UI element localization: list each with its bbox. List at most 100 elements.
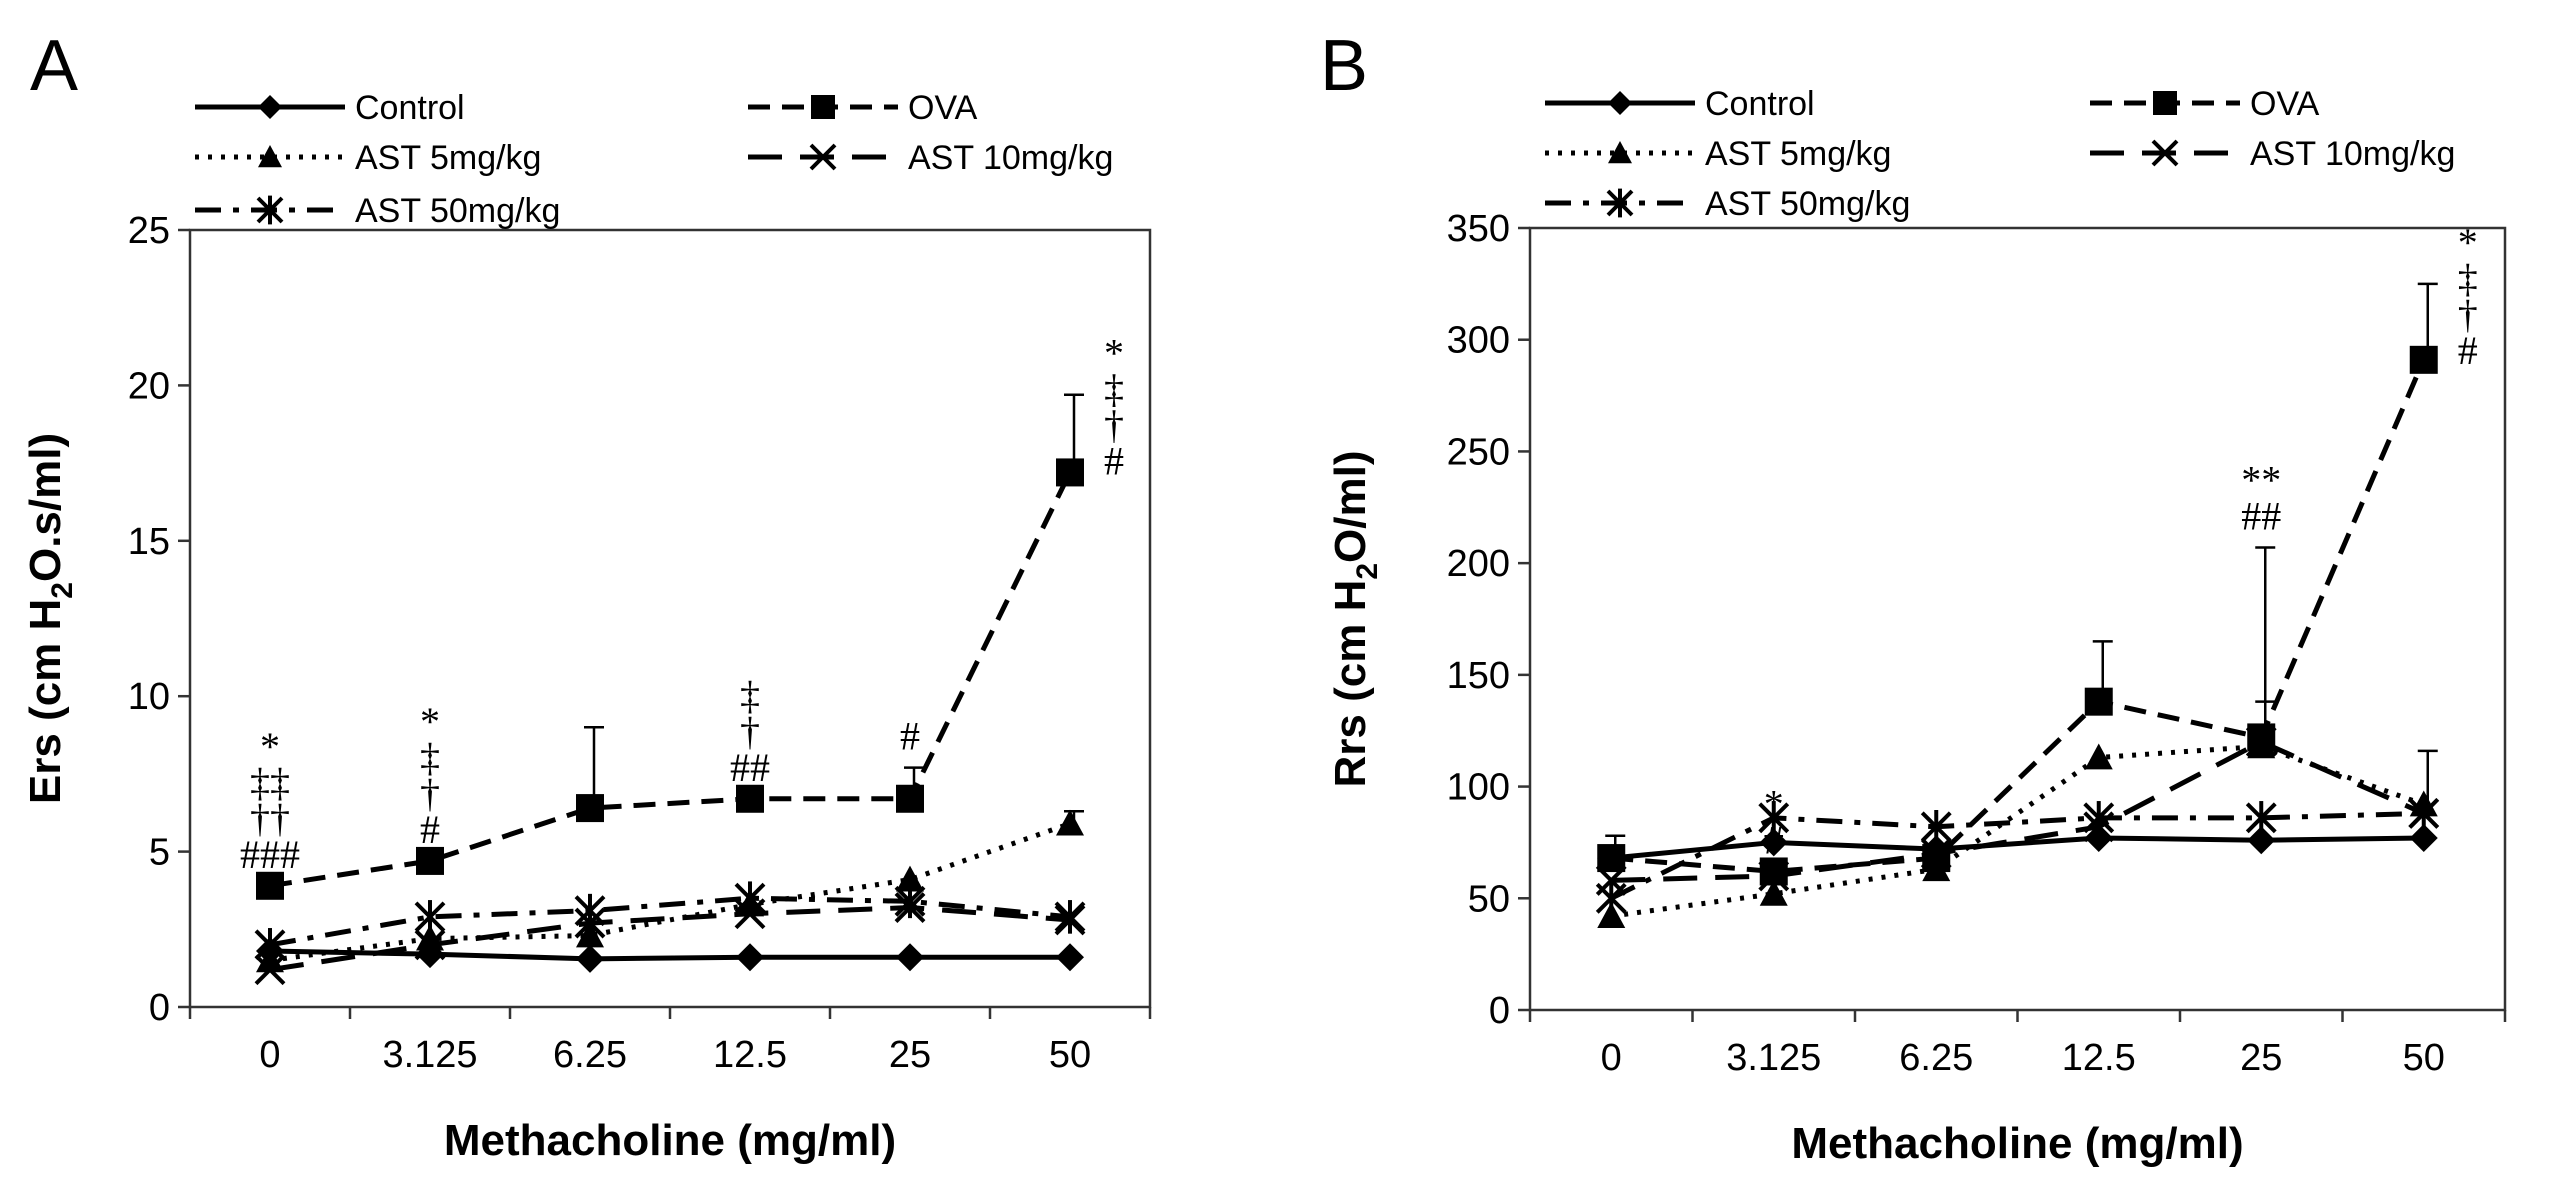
- y-axis-title-subscript: 2: [1351, 563, 1384, 580]
- significance-annotation: **: [2241, 458, 2281, 503]
- legend-item: AST 10mg/kg: [748, 139, 1113, 177]
- data-point: [254, 954, 286, 986]
- series-line: [1611, 358, 2427, 874]
- legend-label: AST 50mg/kg: [355, 192, 560, 230]
- legend-marker: [1608, 91, 1632, 115]
- legend-item: AST 5mg/kg: [195, 139, 541, 177]
- x-tick-label: 6.25: [1899, 1037, 1973, 1079]
- series-ova: [1597, 282, 2438, 886]
- significance-annotation: #: [420, 807, 440, 852]
- data-point: [736, 784, 764, 813]
- y-tick-label: 150: [1447, 655, 1510, 697]
- series-line: [269, 821, 1071, 963]
- series-line: [269, 948, 1070, 962]
- data-point: [2084, 743, 2113, 770]
- x-tick-label: 12.5: [2062, 1037, 2136, 1079]
- significance-annotation: ##: [730, 745, 770, 790]
- data-point: [896, 943, 924, 972]
- series-ast-50mg-kg: [1595, 796, 2440, 916]
- chart-b: B 0 50 100 150 200 250 300 350 0 3.125 6.25 12.5 25 50…: [1320, 26, 2507, 1168]
- legend-item: AST 50mg/kg: [1545, 185, 1910, 223]
- legend-item: OVA: [2090, 85, 2320, 123]
- legend-marker: [256, 195, 284, 225]
- x-axis-title: Methacholine (mg/ml): [1791, 1119, 2243, 1168]
- significance-annotation: *: [420, 699, 440, 744]
- x-tick-label: 12.5: [713, 1034, 787, 1076]
- series-line: [269, 471, 1073, 889]
- significance-annotation: †: [2458, 292, 2478, 337]
- legend-marker-stroke: [809, 143, 837, 171]
- y-axis-title-part: Rrs (cm H: [1326, 580, 1375, 788]
- x-tick-label: 6.25: [553, 1034, 627, 1076]
- x-tick-label: 50: [2403, 1037, 2445, 1079]
- significance-annotation: #: [2458, 328, 2478, 373]
- significance-annotation: ###: [240, 832, 300, 877]
- y-tick-label: 50: [1468, 878, 1510, 920]
- y-tick-label: 300: [1447, 320, 1510, 362]
- data-point: [2409, 823, 2438, 852]
- significance-annotation: †: [1104, 403, 1124, 448]
- legend-label: AST 5mg/kg: [355, 139, 541, 177]
- legend: Control OVA AST 5mg/kg AST 10mg/kg AST 50mg/…: [195, 89, 1113, 230]
- significance-annotation: ##: [2241, 494, 2281, 539]
- legend-item: Control: [1545, 85, 1815, 123]
- series-line: [269, 905, 1071, 973]
- legend-label: AST 10mg/kg: [908, 139, 1113, 177]
- legend-item: Control: [195, 89, 465, 127]
- legend-label: Control: [355, 89, 465, 127]
- legend-marker: [1606, 188, 1634, 218]
- legend-item: AST 5mg/kg: [1545, 135, 1891, 173]
- data-point: [2084, 687, 2113, 716]
- data-point: [256, 871, 284, 900]
- data-point: [254, 928, 286, 962]
- data-point: [1597, 844, 1626, 873]
- data-point-stroke: [2245, 726, 2277, 758]
- significance-annotation: ‡: [2458, 256, 2478, 301]
- plot-frame: [1528, 226, 2507, 1012]
- significance-annotation: ‡‡: [250, 760, 290, 805]
- data-point: [414, 929, 446, 961]
- legend-label: Control: [1705, 85, 1815, 123]
- data-point: [1759, 828, 1788, 857]
- data-point: [576, 794, 604, 823]
- significance-annotation: *: [1764, 781, 1784, 826]
- data-point: [1922, 855, 1951, 882]
- y-axis-title: Ers (cm H2O.s/ml): [21, 433, 79, 804]
- y-tick-label: 0: [1489, 990, 1510, 1032]
- legend-marker: [258, 145, 282, 168]
- data-point: [1758, 801, 1790, 835]
- y-tick-label: 20: [128, 365, 170, 407]
- x-tick-label: 0: [259, 1034, 280, 1076]
- legend: Control OVA AST 5mg/kg AST 10mg/kg AST 50mg/…: [1545, 85, 2455, 223]
- legend-item: AST 50mg/kg: [195, 192, 560, 230]
- data-point: [2083, 801, 2115, 835]
- y-axis-title-part: O.s/ml): [21, 433, 70, 582]
- y-tick-label: 15: [128, 521, 170, 563]
- panel-b: B 0 50 100 150 200 250 300 350 0 3.125 6.25 12.5 25 50…: [1290, 0, 2556, 1184]
- data-point-stroke: [1758, 860, 1790, 892]
- data-point: [2247, 732, 2276, 759]
- y-axis-title-part: O/ml): [1326, 451, 1375, 563]
- significance-annotation: †: [420, 771, 440, 816]
- data-point: [2245, 726, 2277, 758]
- y-tick-label: 350: [1447, 208, 1510, 250]
- x-tick-label: 25: [889, 1034, 931, 1076]
- data-point-stroke: [1920, 838, 1952, 870]
- series-ast-10mg-kg: [254, 892, 1086, 986]
- x-tick-label: 0: [1601, 1037, 1622, 1079]
- data-point: [416, 846, 444, 875]
- x-tick-label: 50: [1049, 1034, 1091, 1076]
- legend-label: AST 50mg/kg: [1705, 185, 1910, 223]
- legend-label: OVA: [908, 89, 978, 127]
- legend-label: AST 5mg/kg: [1705, 135, 1891, 173]
- panel-a: A 0 5 10 15 20 25 0 3.125 6.25 12.5 25 50 Methacholin…: [0, 0, 1270, 1184]
- panel-label: B: [1320, 26, 1368, 106]
- significance-annotation: ‡: [420, 735, 440, 780]
- data-point: [1056, 458, 1084, 487]
- plot-frame: [188, 228, 1152, 1009]
- legend-marker: [809, 143, 837, 171]
- x-tick-label: 3.125: [1726, 1037, 1821, 1079]
- y-tick-label: 5: [149, 832, 170, 874]
- significance-annotation: *: [1104, 331, 1124, 376]
- data-point: [1597, 902, 1626, 929]
